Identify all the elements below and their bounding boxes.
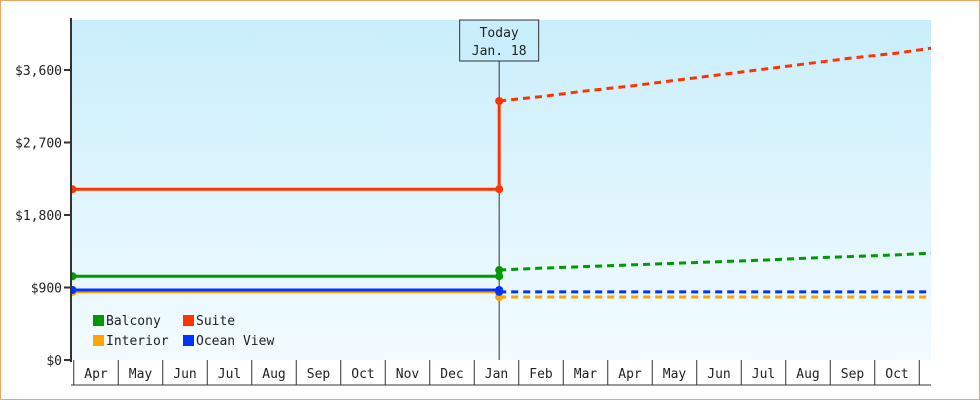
legend-swatch-interior	[93, 335, 104, 346]
today-date: Jan. 18	[472, 44, 527, 59]
x-tick-label: May	[663, 367, 687, 382]
y-tick-label: $3,600	[15, 64, 62, 79]
x-tick-label: Jun	[707, 367, 730, 382]
x-tick-label: Sep	[307, 367, 331, 382]
x-tick-label: May	[129, 367, 153, 382]
suite-forecast-line	[499, 46, 931, 103]
x-tick-label: Jan	[485, 367, 508, 382]
legend: Balcony Suite Interior Ocean View	[93, 314, 274, 349]
legend-swatch-suite	[183, 315, 194, 326]
y-tick-label: $1,800	[15, 209, 62, 224]
legend-label-interior: Interior	[106, 334, 169, 349]
x-tick-label: Apr	[618, 367, 642, 382]
balcony-point[interactable]	[69, 272, 77, 281]
legend-label-ocean-view: Ocean View	[196, 334, 274, 349]
today-label-box	[459, 19, 540, 62]
suite-point[interactable]	[495, 185, 504, 194]
x-tick-label: Feb	[529, 367, 553, 382]
suite-point[interactable]	[69, 185, 77, 194]
x-tick-label: Mar	[574, 367, 598, 382]
today-label: Today	[480, 26, 519, 41]
x-tick-label: Sep	[841, 367, 865, 382]
legend-label-suite: Suite	[196, 314, 235, 329]
x-tick-label: Aug	[796, 367, 819, 382]
y-tick-label: $900	[31, 282, 62, 297]
y-axis: $0 $900 $1,800 $2,700 $3,600	[15, 64, 71, 369]
suite-today-point[interactable]	[495, 97, 504, 106]
ocean-view-today-point[interactable]	[495, 287, 504, 296]
x-tick-label: Dec	[440, 367, 463, 382]
balcony-today-point[interactable]	[495, 266, 504, 275]
balcony-point[interactable]	[495, 272, 504, 281]
series-lines	[69, 46, 931, 302]
x-tick-label: Jul	[752, 367, 775, 382]
x-tick-label: Apr	[84, 367, 108, 382]
x-tick-label: Jun	[173, 367, 196, 382]
legend-swatch-ocean-view	[183, 335, 194, 346]
x-axis: Apr May Jun Jul Aug Sep Oct Nov Dec Jan Feb Mar Apr M…	[71, 360, 931, 386]
ocean-view-point[interactable]	[69, 285, 77, 294]
x-tick-label: Aug	[262, 367, 285, 382]
x-tick-label: Jul	[218, 367, 241, 382]
x-tick-label: Oct	[885, 367, 908, 382]
x-tick-label: Nov	[396, 367, 420, 382]
x-tick-label: Oct	[351, 367, 374, 382]
legend-swatch-balcony	[93, 315, 104, 326]
legend-label-balcony: Balcony	[106, 314, 161, 329]
balcony-forecast-line	[499, 251, 931, 272]
y-tick-label: $2,700	[15, 137, 62, 152]
y-tick-label: $0	[46, 354, 62, 369]
